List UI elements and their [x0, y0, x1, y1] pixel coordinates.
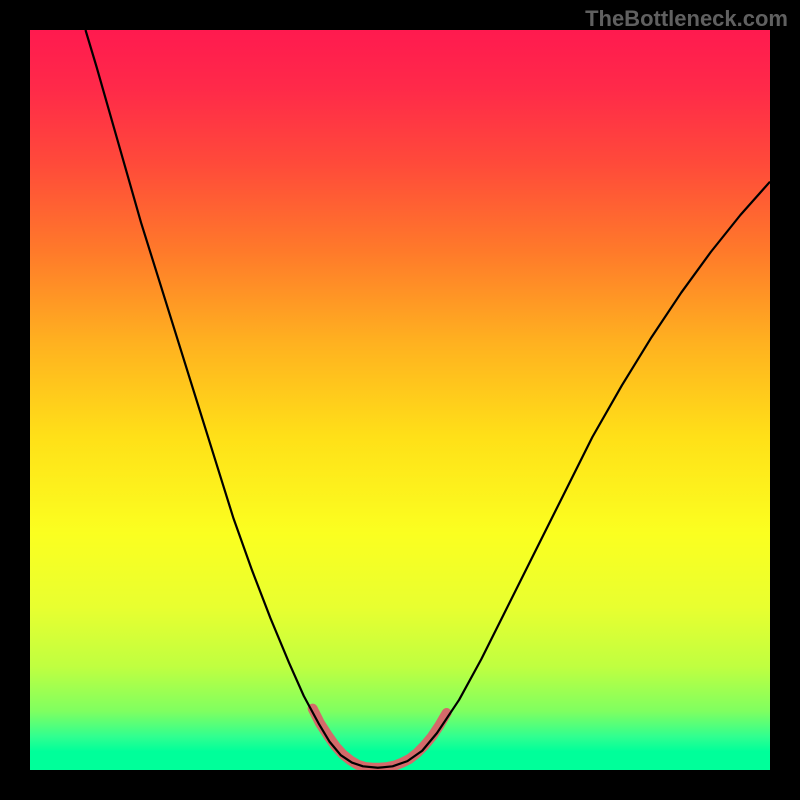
chart-svg: [0, 0, 800, 800]
watermark-label: TheBottleneck.com: [585, 6, 788, 32]
bottleneck-chart: [0, 0, 800, 800]
